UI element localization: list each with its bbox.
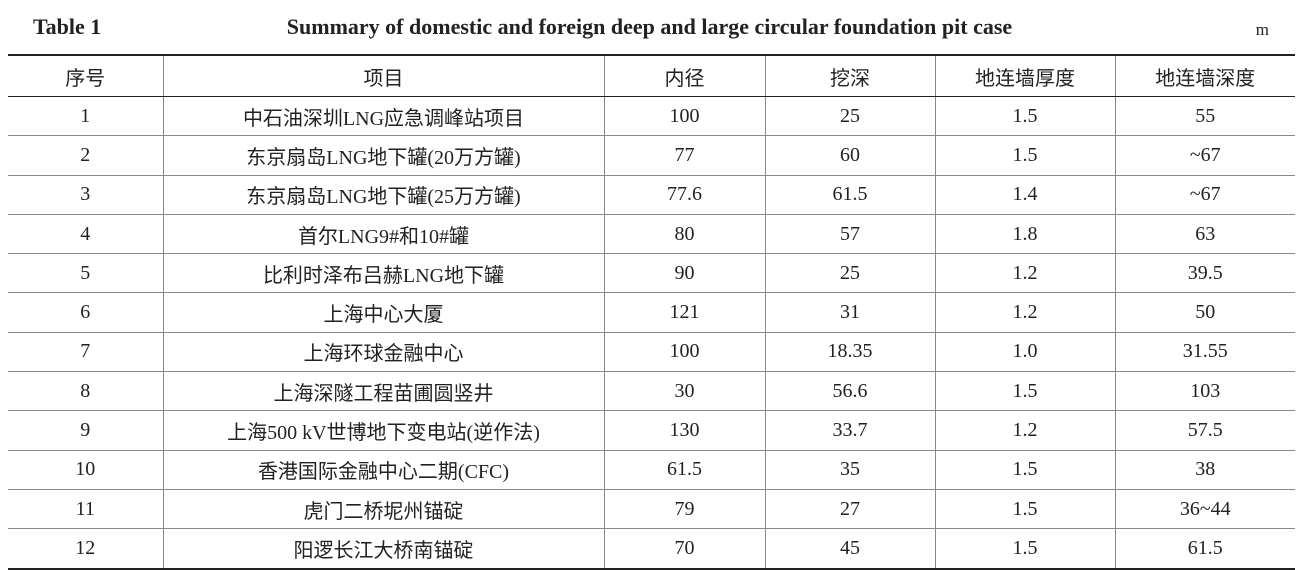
table-cell: 30 [603, 371, 765, 412]
table-cell: 70 [603, 528, 765, 569]
table-cell: 90 [603, 253, 765, 294]
table-cell: 25 [764, 96, 935, 137]
table-row: 5 比利时泽布吕赫LNG地下罐 90 25 1.2 39.5 [8, 253, 1295, 294]
column-header: 项目 [162, 55, 604, 97]
table-cell: 上海500 kV世博地下变电站(逆作法) [162, 410, 604, 451]
table-row: 8 上海深隧工程苗圃圆竖井 30 56.6 1.5 103 [8, 371, 1295, 412]
table-cell: 东京扇岛LNG地下罐(20万方罐) [162, 135, 604, 176]
table-cell: 100 [603, 332, 765, 373]
table-row: 7 上海环球金融中心 100 18.35 1.0 31.55 [8, 332, 1295, 373]
table-cell: 77.6 [603, 175, 765, 215]
table-cell: 79 [603, 489, 765, 530]
table-body: 1 中石油深圳LNG应急调峰站项目 100 25 1.5 55 2 东京扇岛LNG地下罐(20… [8, 96, 1295, 569]
table-cell: 上海环球金融中心 [162, 332, 604, 373]
table-cell: 31 [764, 292, 935, 333]
table-cell: 63 [1114, 214, 1295, 255]
table-cell: 61.5 [1114, 528, 1295, 569]
table-row: 3 东京扇岛LNG地下罐(25万方罐) 77.6 61.5 1.4 ~67 [8, 175, 1295, 215]
table-cell: ~67 [1114, 135, 1295, 176]
table-cell: 31.55 [1114, 332, 1295, 373]
table-cell: 27 [764, 489, 935, 530]
table-cell: 2 [8, 135, 163, 176]
table-cell: 1.5 [934, 371, 1115, 412]
table-cell: 12 [75, 536, 96, 559]
column-header: 序号 [8, 55, 163, 97]
table-row: 10 香港国际金融中心二期(CFC) 61.5 35 1.5 38 [8, 450, 1295, 490]
column-header: 内径 [603, 55, 765, 97]
header-row: 序号 项目 内径 挖深 地连墙厚度 地连墙深度 [8, 55, 1295, 97]
table-cell: 5 [8, 253, 163, 294]
table-cell: 11 [8, 489, 163, 530]
unit: m [1255, 20, 1269, 39]
table-cell: 首尔LNG9#和10#罐 [162, 214, 604, 255]
table-cell: 1.4 [934, 175, 1115, 215]
table-cell: 80 [603, 214, 765, 255]
table-cell: 57.5 [1114, 410, 1295, 451]
table-cell: 33.7 [764, 410, 935, 451]
table-cell: 8 [8, 371, 163, 412]
table-cell: 61.5 [764, 175, 935, 215]
table-cell: 7 [8, 332, 163, 373]
table-cell: 1 [8, 96, 163, 137]
table-cell: 上海中心大厦 [162, 292, 604, 333]
table-cell: 100 [603, 96, 765, 137]
table-cell: 38 [1114, 450, 1295, 490]
table-cell: 9 [8, 410, 163, 451]
table-cell: 4 [8, 214, 163, 255]
table-cell: 61.5 [603, 450, 765, 490]
table-cell: 60 [764, 135, 935, 176]
table-cell: 1.5 [934, 450, 1115, 490]
table-cell: 东京扇岛LNG地下罐(25万方罐) [162, 175, 604, 215]
table-cell: 1.0 [934, 332, 1115, 373]
table-cell: 1.5 [934, 528, 1115, 569]
column-header: 地连墙厚度 [934, 55, 1115, 97]
table-cell: 35 [764, 450, 935, 490]
table-label: Table 1 [33, 14, 102, 39]
table-cell: 上海深隧工程苗圃圆竖井 [162, 371, 604, 412]
table-title: Summary of domestic and foreign deep and… [286, 14, 1013, 39]
table-cell: 6 [8, 292, 163, 333]
table-cell: 50 [1114, 292, 1295, 333]
table-cell: 1.8 [934, 214, 1115, 255]
table-cell: 10 [8, 450, 163, 490]
table-cell: 77 [603, 135, 765, 176]
table-row: 6 上海中心大厦 121 31 1.2 50 [8, 292, 1295, 333]
table-cell: 56.6 [764, 371, 935, 412]
table-cell: 39.5 [1114, 253, 1295, 294]
table-row: 1 中石油深圳LNG应急调峰站项目 100 25 1.5 55 [8, 96, 1295, 137]
table-cell: 1.2 [934, 292, 1115, 333]
table-row: 2 东京扇岛LNG地下罐(20万方罐) 77 60 1.5 ~67 [8, 135, 1295, 176]
table-cell: 57 [764, 214, 935, 255]
table-row: 11 虎门二桥坭州锚碇 79 27 1.5 36~44 [8, 489, 1295, 530]
table-cell: 1.5 [934, 135, 1115, 176]
column-header: 地连墙深度 [1114, 55, 1295, 97]
table-cell: 103 [1114, 371, 1295, 412]
table-cell: 虎门二桥坭州锚碇 [162, 489, 604, 530]
column-header: 挖深 [764, 55, 935, 97]
table-cell: 中石油深圳LNG应急调峰站项目 [162, 96, 604, 137]
table-cell: 18.35 [764, 332, 935, 373]
table-cell: 55 [1114, 96, 1295, 137]
table-cell: 130 [603, 410, 765, 451]
table-cell: 36~44 [1114, 489, 1295, 530]
table-cell: 1.5 [934, 489, 1115, 530]
table-cell: 1.2 [934, 253, 1115, 294]
table-row: 9 上海500 kV世博地下变电站(逆作法) 130 33.7 1.2 57.5 [8, 410, 1295, 451]
table-cell: 香港国际金融中心二期(CFC) [162, 450, 604, 490]
table-cell: 121 [603, 292, 765, 333]
table-cell: 25 [764, 253, 935, 294]
table-cell: 比利时泽布吕赫LNG地下罐 [162, 253, 604, 294]
table-row: 12 阳逻长江大桥南锚碇 70 45 1.5 61.5 [8, 528, 1295, 569]
table-cell: 1.2 [934, 410, 1115, 451]
table-cell: 45 [764, 528, 935, 569]
table-cell: 阳逻长江大桥南锚碇 [162, 528, 604, 569]
table: 序号 项目 内径 挖深 地连墙厚度 地连墙深度 1 中石油深圳LNG应急调峰站项目 100 25… [8, 54, 1295, 570]
table-row: 4 首尔LNG9#和10#罐 80 57 1.8 63 [8, 214, 1295, 255]
table-cell: 3 [8, 175, 163, 215]
table-cell: 1.5 [934, 96, 1115, 137]
table-cell: ~67 [1114, 175, 1295, 215]
